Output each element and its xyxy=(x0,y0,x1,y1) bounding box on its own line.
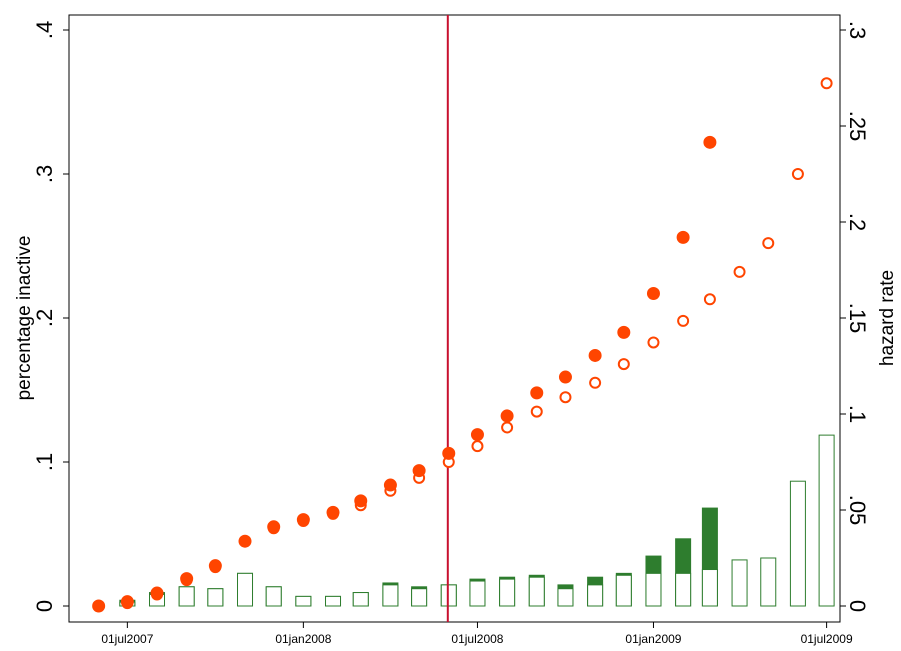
hazard-bar-hollow xyxy=(701,569,718,607)
hazard-bar-hollow xyxy=(207,588,224,607)
hazard-bar-hollow xyxy=(818,434,835,607)
inactive-point-hollow xyxy=(589,376,602,389)
right-axis-tick-label: .3 xyxy=(845,21,870,39)
inactive-point-filled xyxy=(120,595,134,609)
left-axis-tick-label: 0 xyxy=(32,600,57,612)
hazard-bar-hollow xyxy=(178,586,195,607)
left-axis-tick-label: .3 xyxy=(32,165,57,183)
right-axis-title: hazard rate xyxy=(877,270,898,366)
inactive-point-filled xyxy=(558,370,572,384)
hazard-bar-hollow xyxy=(557,588,574,607)
inactive-point-hollow xyxy=(733,265,746,278)
inactive-point-filled xyxy=(412,464,426,478)
inactive-point-filled xyxy=(703,135,717,149)
inactive-point-hollow xyxy=(501,421,514,434)
right-axis-tick-label: .25 xyxy=(845,111,870,142)
inactive-point-filled xyxy=(354,494,368,508)
inactive-point-filled xyxy=(180,572,194,586)
bars-layer xyxy=(119,434,835,607)
inactive-point-hollow xyxy=(617,358,630,371)
left-axis-tick-label: .1 xyxy=(32,453,57,471)
left-axis-tick-label: .2 xyxy=(32,309,57,327)
hazard-bar-hollow xyxy=(675,572,692,607)
hazard-bar-hollow xyxy=(352,592,369,607)
left-axis-tick-label: .4 xyxy=(32,21,57,39)
inactive-point-filled xyxy=(470,428,484,442)
hazard-bar-hollow xyxy=(528,576,545,607)
inactive-point-filled xyxy=(326,505,340,519)
right-axis-tick-label: 0 xyxy=(845,600,870,612)
inactive-point-hollow xyxy=(677,314,690,327)
x-axis-tick-label: 01jan2008 xyxy=(275,632,331,646)
inactive-point-hollow xyxy=(762,237,775,250)
plot-area xyxy=(68,14,841,623)
inactive-point-filled xyxy=(500,409,514,423)
right-axis-tick-label: .05 xyxy=(845,495,870,526)
inactive-point-filled xyxy=(150,586,164,600)
inactive-point-filled xyxy=(238,534,252,548)
inactive-point-filled xyxy=(588,348,602,362)
inactive-point-filled xyxy=(92,599,106,613)
inactive-point-hollow xyxy=(791,168,804,180)
x-axis-tick-label: 01jan2009 xyxy=(625,632,681,646)
hazard-bar-hollow xyxy=(789,480,806,607)
right-axis-tick-label: .1 xyxy=(845,405,870,423)
left-y-axis: 0 .1 .2 .3 .4 xyxy=(32,21,69,612)
hazard-bar-hollow xyxy=(382,584,399,607)
inactive-point-filled xyxy=(530,386,544,400)
x-axis-tick-label: 01jul2009 xyxy=(801,632,853,646)
x-axis: 01jul2007 01jan2008 01jul2008 01jan2009 01ju… xyxy=(101,622,853,646)
right-y-axis: 0 .05 .1 .15 .2 .25 .3 xyxy=(840,21,870,612)
inactive-point-hollow xyxy=(703,293,716,306)
inactive-point-filled xyxy=(208,559,222,573)
right-axis-tick-label: .2 xyxy=(845,213,870,231)
left-axis-title: percentage inactive xyxy=(14,236,35,401)
inactive-point-filled xyxy=(617,325,631,339)
inactive-point-filled xyxy=(676,230,690,244)
right-axis-tick-label: .15 xyxy=(845,303,870,334)
hazard-bar-hollow xyxy=(265,586,282,607)
hazard-bar-hollow xyxy=(645,572,662,607)
hazard-bar-hollow xyxy=(615,574,632,607)
inactive-point-filled xyxy=(296,513,310,527)
inactive-point-hollow xyxy=(471,440,484,453)
inactive-point-filled xyxy=(267,520,281,534)
hazard-bar-hollow xyxy=(295,595,312,607)
inactive-point-hollow xyxy=(820,77,833,90)
hazard-bar-hollow xyxy=(325,595,342,607)
inactive-point-hollow xyxy=(530,405,543,418)
inactive-point-filled xyxy=(383,478,397,492)
x-axis-tick-label: 01jul2008 xyxy=(451,632,503,646)
inactive-point-hollow xyxy=(559,391,572,404)
hazard-bar-hollow xyxy=(587,584,604,607)
hazard-bar-hollow xyxy=(760,557,777,607)
inactive-point-hollow xyxy=(647,336,660,349)
hazard-bar-hollow xyxy=(499,578,516,607)
hazard-bar-hollow xyxy=(237,572,254,607)
markers-layer xyxy=(92,77,833,613)
hazard-bar-hollow xyxy=(469,580,486,607)
inactive-point-filled xyxy=(442,446,456,460)
hazard-bar-hollow xyxy=(411,588,428,607)
inactive-point-filled xyxy=(646,287,660,301)
hazard-bar-hollow xyxy=(731,559,748,607)
x-axis-tick-label: 01jul2007 xyxy=(101,632,153,646)
